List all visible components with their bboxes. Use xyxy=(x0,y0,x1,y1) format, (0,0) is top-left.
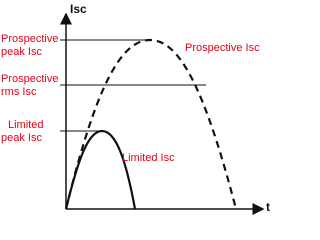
label-line: rms Isc xyxy=(1,86,37,98)
diagram: Isc t Prospective peak Isc Prospective r… xyxy=(1,2,270,215)
left-label: Limited peak Isc xyxy=(1,119,47,144)
label-line: peak Isc xyxy=(1,46,42,58)
curve-label: Prospective Isc xyxy=(185,42,260,54)
x-axis-label: t xyxy=(266,200,270,214)
curve-label: Limited Isc xyxy=(122,152,175,164)
left-label: Prospective rms Isc xyxy=(1,73,62,98)
y-axis-label: Isc xyxy=(70,2,87,16)
limited-curve xyxy=(64,129,137,210)
label-line: Prospective xyxy=(1,33,58,45)
left-label: Prospective peak Isc xyxy=(1,33,62,58)
label-line: peak Isc xyxy=(1,132,42,144)
prospective-curve xyxy=(64,38,238,210)
label-line: Limited xyxy=(8,119,43,131)
label-line: Prospective xyxy=(1,73,58,85)
